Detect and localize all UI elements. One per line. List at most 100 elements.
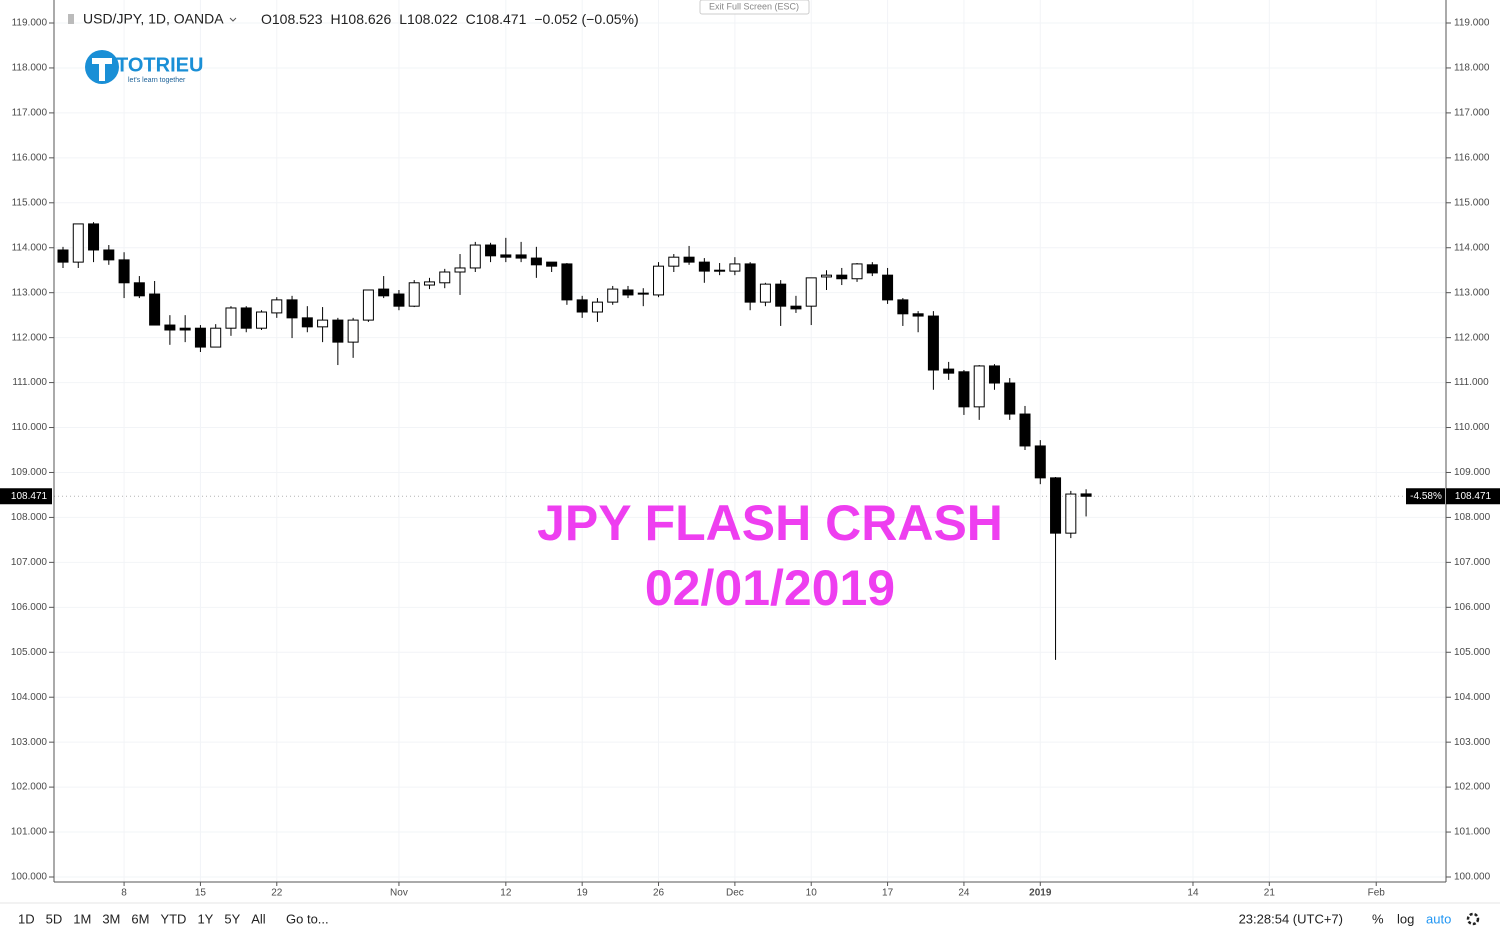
candle-body bbox=[423, 281, 435, 286]
candle-body bbox=[133, 282, 145, 297]
x-tick-label: 21 bbox=[1264, 888, 1276, 899]
y2-tick-label: 117.000 bbox=[1454, 108, 1490, 119]
auto-toggle[interactable]: auto bbox=[1426, 911, 1451, 926]
candle-body bbox=[805, 277, 817, 307]
candle-body bbox=[439, 271, 451, 284]
candle-body bbox=[332, 319, 344, 343]
x-tick-label: 10 bbox=[806, 888, 818, 899]
candle-body bbox=[469, 244, 481, 269]
candle-body bbox=[973, 365, 985, 408]
x-tick-label: 26 bbox=[653, 888, 665, 899]
y-tick-label: 114.000 bbox=[12, 242, 48, 253]
x-tick-label: 14 bbox=[1187, 888, 1199, 899]
candle-body bbox=[500, 254, 512, 258]
exit-button[interactable] bbox=[699, 0, 810, 15]
y-tick-label: 109.000 bbox=[11, 467, 48, 478]
settings-icon[interactable] bbox=[1466, 912, 1480, 926]
candle-body bbox=[988, 365, 1000, 384]
change-label: -4.58% bbox=[1410, 491, 1442, 502]
y-tick-label: 108.000 bbox=[11, 512, 48, 523]
y2-tick-label: 103.000 bbox=[1454, 737, 1491, 748]
candle-body bbox=[821, 274, 832, 278]
candle-body bbox=[607, 288, 619, 303]
candle-body bbox=[958, 371, 970, 408]
y-tick-label: 105.000 bbox=[11, 647, 48, 658]
candle-body bbox=[790, 305, 802, 310]
annotation-date: 02/01/2019 bbox=[645, 560, 895, 616]
exit-fullscreen[interactable]: Exit Full Screen (ESC) bbox=[709, 1, 799, 11]
y2-tick-label: 105.000 bbox=[1454, 647, 1491, 658]
y-tick-label: 112.000 bbox=[12, 332, 48, 343]
candle-body bbox=[927, 315, 939, 371]
change: −0.052 (−0.05%) bbox=[534, 11, 638, 27]
log-toggle[interactable]: log bbox=[1397, 911, 1414, 926]
x-tick-label: 19 bbox=[577, 888, 589, 899]
y2-tick-label: 111.000 bbox=[1454, 377, 1489, 388]
range-button[interactable]: 1Y bbox=[197, 911, 213, 926]
clock: 23:28:54 (UTC+7) bbox=[1239, 911, 1343, 926]
range-button[interactable]: 1D bbox=[18, 911, 35, 926]
symbol-icon bbox=[68, 14, 74, 24]
goto[interactable]: Go to... bbox=[286, 911, 329, 926]
candle-body bbox=[653, 265, 665, 296]
logo-t bbox=[92, 58, 112, 81]
y2-tick-label: 102.000 bbox=[1454, 782, 1491, 793]
ohlc-legend: O108.523 H108.626 L108.022 C108.471 −0.052 (… bbox=[261, 11, 639, 27]
range-button[interactable]: 5Y bbox=[224, 911, 240, 926]
candle-body bbox=[103, 249, 115, 261]
candle-body bbox=[164, 324, 176, 331]
candle-body bbox=[301, 317, 313, 328]
ohlc-value: 108.523 bbox=[272, 11, 323, 27]
candle-body bbox=[194, 327, 206, 348]
candle-body bbox=[57, 249, 69, 263]
x-tick-label: Dec bbox=[726, 888, 744, 899]
range-button[interactable]: 1M bbox=[73, 911, 91, 926]
y-tick-label: 111.000 bbox=[12, 377, 47, 388]
change-box bbox=[1406, 488, 1445, 505]
x-tick-label: 12 bbox=[500, 888, 512, 899]
candle-body bbox=[1004, 382, 1016, 415]
candle-body bbox=[1065, 493, 1077, 534]
y-tick-label: 102.000 bbox=[11, 782, 48, 793]
candle-body bbox=[118, 259, 130, 284]
ohlc-prefix: L bbox=[399, 11, 407, 27]
candle-body bbox=[88, 223, 100, 251]
range-button[interactable]: 5D bbox=[46, 911, 63, 926]
y2-tick-label: 104.000 bbox=[1454, 692, 1491, 703]
range-button[interactable]: 3M bbox=[102, 911, 120, 926]
candle-body bbox=[576, 299, 588, 313]
ohlc-prefix: H bbox=[331, 11, 341, 27]
candle-body bbox=[714, 269, 726, 272]
y2-tick-label: 113.000 bbox=[1454, 287, 1490, 298]
candle-body bbox=[546, 261, 558, 267]
candle-body bbox=[530, 257, 542, 266]
ohlc-value: 108.471 bbox=[476, 11, 527, 27]
x-tick-label: 24 bbox=[958, 888, 970, 899]
y-tick-label: 107.000 bbox=[11, 557, 48, 568]
candle-body bbox=[485, 244, 497, 257]
y2-tick-label: 116.000 bbox=[1454, 152, 1490, 163]
candle-body bbox=[1050, 477, 1062, 534]
candle-body bbox=[393, 293, 405, 307]
range-button[interactable]: YTD bbox=[160, 911, 186, 926]
x-tick-label: Feb bbox=[1368, 888, 1386, 899]
candle-body bbox=[698, 261, 710, 272]
symbol-chevron bbox=[229, 17, 237, 22]
candle-body bbox=[347, 319, 359, 343]
candle-body bbox=[897, 299, 909, 315]
candle-body bbox=[775, 283, 787, 307]
candle-body bbox=[286, 299, 298, 319]
candle-body bbox=[683, 256, 695, 263]
range-button[interactable]: All bbox=[251, 911, 266, 926]
candle-body bbox=[1019, 413, 1031, 447]
range-button[interactable]: 6M bbox=[131, 911, 149, 926]
candle-body bbox=[72, 223, 84, 263]
percent-toggle[interactable]: % bbox=[1372, 911, 1384, 926]
ohlc-value: 108.022 bbox=[407, 11, 458, 27]
symbol[interactable]: USD/JPY, 1D, OANDA bbox=[83, 11, 224, 27]
candle-body bbox=[866, 264, 878, 274]
y-tick-label: 117.000 bbox=[12, 108, 48, 119]
ohlc-value: 108.626 bbox=[341, 11, 392, 27]
y-tick-label: 119.000 bbox=[12, 18, 48, 29]
